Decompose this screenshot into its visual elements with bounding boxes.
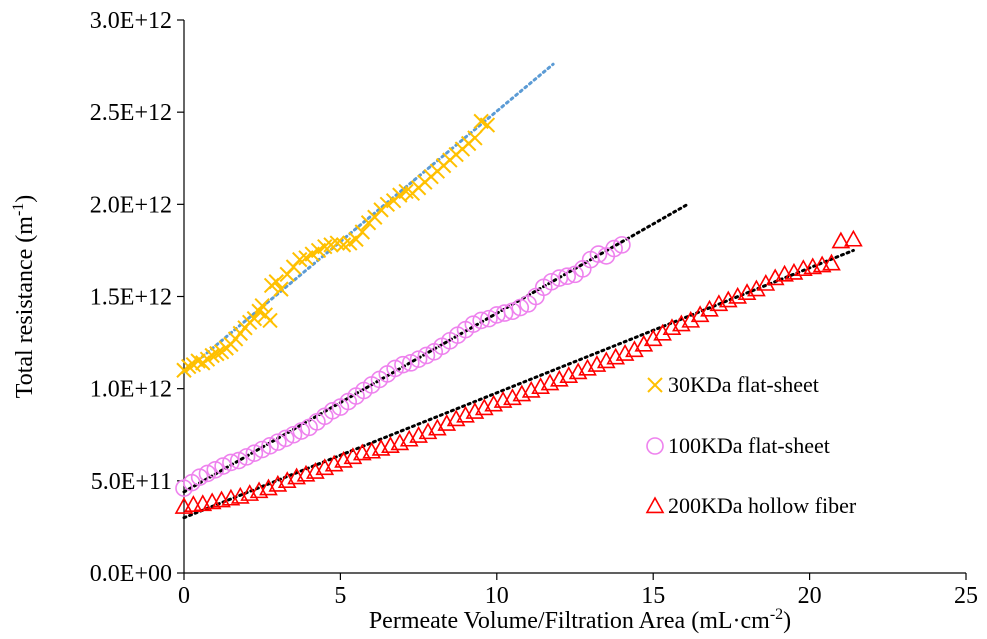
x-tick-label: 5: [334, 583, 346, 609]
trendline-series-0: [182, 62, 555, 374]
data-point: [495, 304, 514, 322]
data-point: [394, 355, 412, 374]
data-point: [503, 302, 522, 321]
data-point: [401, 354, 420, 372]
data-point: [354, 224, 371, 240]
x-tick-label: 15: [641, 583, 665, 609]
legend-marker-shape: [647, 377, 663, 393]
data-point: [180, 358, 197, 375]
data-point: [409, 350, 428, 368]
data-point: [613, 236, 631, 254]
y-tick-label: 1.0E+12: [90, 377, 172, 403]
data-point: [464, 315, 483, 333]
data-point: [261, 437, 279, 455]
data-point: [245, 444, 264, 462]
data-point: [625, 340, 644, 358]
legend-label: 100KDa flat-sheet: [668, 433, 830, 458]
data-point: [558, 267, 576, 286]
series-0-points: [176, 113, 496, 378]
data-point: [269, 433, 287, 451]
data-point: [386, 359, 404, 378]
x-axis-title: Permeate Volume/Filtration Area (mL·cm-2…: [369, 606, 791, 634]
circle-marker-icon: [646, 437, 664, 455]
data-point: [417, 346, 436, 365]
triangle-marker-icon: [645, 496, 665, 514]
legend-item-200kda: 200KDa hollow fiber: [645, 493, 857, 518]
data-point: [253, 440, 272, 459]
y-tick-label: 2.0E+12: [90, 192, 172, 218]
data-point: [222, 453, 240, 472]
legend-marker-shape: [645, 496, 665, 514]
x-marker-icon: [647, 377, 663, 393]
data-point: [747, 279, 766, 297]
data-point: [209, 345, 225, 362]
x-tick-label: 0: [178, 583, 190, 609]
data-point: [254, 298, 270, 314]
data-point: [681, 310, 701, 328]
data-point: [467, 130, 483, 146]
data-point: [323, 401, 342, 420]
data-point: [190, 468, 209, 486]
data-point: [190, 353, 206, 369]
data-point: [206, 460, 225, 479]
data-point: [605, 239, 623, 258]
data-point: [634, 334, 654, 352]
data-point: [214, 457, 232, 475]
y-tick-label: 5.0E+11: [91, 469, 172, 495]
data-point: [480, 309, 498, 328]
legend-item-30kda: 30KDa flat-sheet: [647, 372, 819, 397]
y-tick-label: 1.5E+12: [90, 285, 172, 311]
plot-area: [183, 20, 966, 574]
series-1-points: [175, 236, 631, 498]
legend-label: 30KDa flat-sheet: [668, 372, 819, 397]
data-point: [198, 464, 217, 483]
data-point: [276, 429, 295, 448]
data-point: [246, 310, 263, 327]
data-point: [292, 422, 311, 440]
y-tick-label: 3.0E+12: [90, 8, 172, 34]
data-point: [229, 451, 248, 470]
data-point: [237, 448, 256, 466]
y-tick-label: 2.5E+12: [90, 100, 172, 126]
data-point: [643, 329, 663, 347]
y-axis-title: Total resistance (m-1): [10, 195, 38, 399]
data-point: [690, 305, 710, 323]
data-point: [428, 418, 447, 436]
series-2-points: [174, 229, 863, 514]
data-point: [268, 274, 284, 290]
data-point: [756, 273, 776, 291]
data-point: [589, 245, 608, 263]
x-tick-label: 20: [798, 583, 822, 609]
data-point: [542, 272, 561, 291]
data-point: [284, 425, 303, 444]
data-point: [700, 299, 719, 317]
legend-label: 200KDa hollow fiber: [668, 493, 857, 518]
y-axis-ticks: 0.0E+00 5.0E+11 1.0E+12 1.5E+12 2.0E+12 2.5E+…: [90, 8, 184, 587]
data-markers: [174, 113, 863, 514]
legend-marker-shape: [646, 437, 664, 455]
x-axis-ticks: 0 5 10 15 20 25: [178, 573, 978, 609]
data-point: [479, 117, 496, 133]
data-point: [204, 347, 220, 364]
data-point: [653, 323, 672, 341]
data-point: [273, 281, 289, 297]
legend-item-100kda: 100KDa flat-sheet: [646, 433, 830, 458]
legend: 30KDa flat-sheet 100KDa flat-sheet 200KD…: [645, 372, 857, 518]
x-tick-label: 25: [954, 583, 978, 609]
trendline-series-1: [182, 202, 690, 494]
data-point: [262, 312, 278, 329]
data-point: [844, 229, 863, 247]
data-point: [822, 253, 841, 271]
y-tick-label: 0.0E+00: [90, 561, 172, 587]
data-point: [437, 414, 457, 431]
data-point: [472, 311, 490, 330]
data-point: [831, 231, 851, 249]
x-tick-label: 10: [485, 583, 509, 609]
data-point: [511, 298, 530, 317]
